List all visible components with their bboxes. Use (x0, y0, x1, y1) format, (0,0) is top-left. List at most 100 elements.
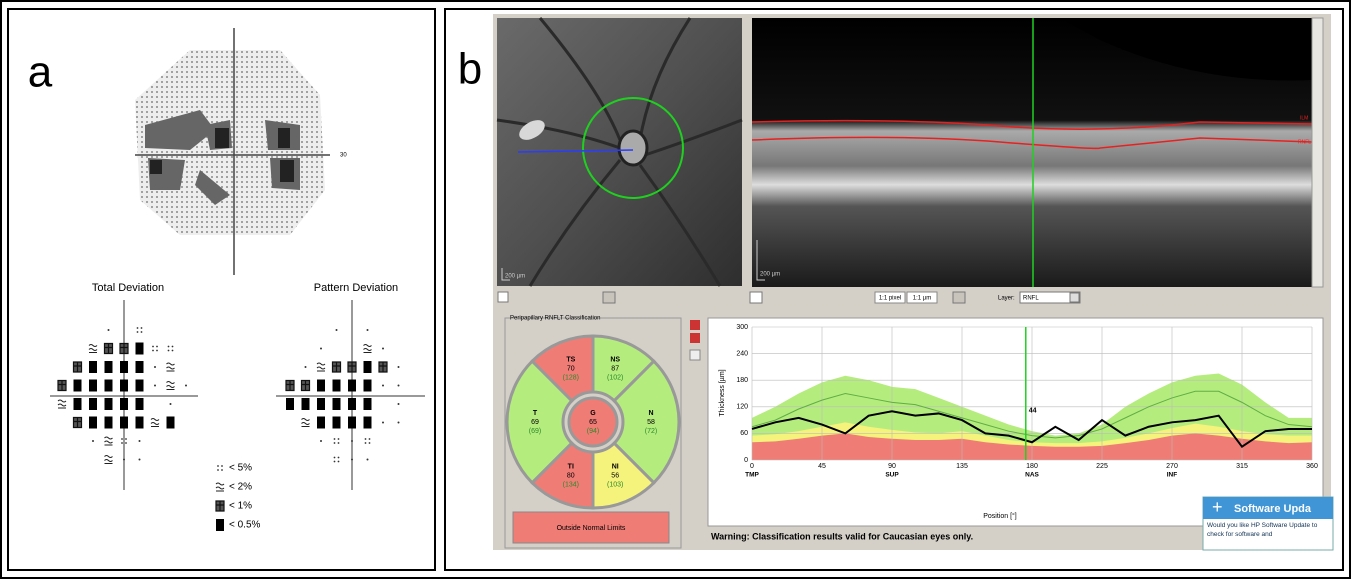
p5-symbol (141, 327, 143, 329)
p05-symbol (348, 380, 356, 392)
p5-symbol (217, 465, 219, 467)
p5-symbol (172, 350, 174, 352)
checkbox[interactable] (498, 292, 508, 302)
dot-symbol (139, 440, 141, 442)
p5-symbol (221, 469, 223, 471)
region-label: TMP (745, 472, 759, 479)
optic-disc (619, 131, 647, 165)
popup-text: Would you like HP Software Update to che… (1207, 521, 1331, 539)
x-tick-label: 225 (1096, 463, 1108, 470)
p5-symbol (168, 350, 170, 352)
legend-label: < 5% (229, 463, 252, 474)
p05-symbol (333, 417, 341, 429)
p05-symbol (348, 417, 356, 429)
p5-symbol (137, 327, 139, 329)
arrow-button[interactable] (690, 333, 700, 343)
p5-symbol (334, 442, 336, 444)
y-tick-label: 240 (736, 350, 748, 357)
dot-symbol (367, 459, 369, 461)
p05-symbol (89, 398, 97, 410)
x-tick-label: 360 (1306, 463, 1318, 470)
y-axis-label: Thickness [µm] (719, 369, 726, 416)
p05-symbol (167, 417, 175, 429)
tool-button[interactable] (690, 350, 700, 360)
arrow-button[interactable] (690, 320, 700, 330)
sector-normal: (69) (529, 428, 541, 435)
p5-symbol (172, 346, 174, 348)
p5-symbol (152, 350, 154, 352)
region-label: NAS (1025, 472, 1039, 479)
dot-symbol (108, 329, 110, 331)
panel-label: b (458, 45, 482, 94)
scrollbar[interactable] (1312, 18, 1323, 287)
p5-symbol (369, 442, 371, 444)
sector-value: 58 (647, 419, 655, 426)
legend-label: < 1% (229, 501, 252, 512)
sector-value: 69 (531, 419, 539, 426)
tool-button[interactable] (750, 292, 762, 303)
legend-label: < 2% (229, 482, 252, 493)
p05-symbol (136, 417, 144, 429)
p5-symbol (141, 331, 143, 333)
p1-symbol (348, 362, 356, 372)
y-tick-label: 180 (736, 377, 748, 384)
dot-symbol (382, 422, 384, 424)
p05-symbol (348, 398, 356, 410)
p05-symbol (74, 398, 82, 410)
p05-symbol (317, 398, 325, 410)
p5-symbol (334, 457, 336, 459)
x-axis-label: Position [°] (983, 512, 1017, 520)
tool-button[interactable] (603, 292, 615, 303)
region-label: INF (1167, 472, 1178, 479)
scale-label: 200 µm (760, 272, 780, 278)
button-label: 1:1 µm (913, 296, 931, 302)
x-tick-label: 315 (1236, 463, 1248, 470)
dot-symbol (398, 385, 400, 387)
x-tick-label: 135 (956, 463, 968, 470)
p5-symbol (334, 461, 336, 463)
x-tick-label: 180 (1026, 463, 1038, 470)
sector-normal: (134) (563, 481, 579, 488)
p05-symbol (89, 380, 97, 392)
p5-symbol (334, 438, 336, 440)
popup-icon: + (1212, 497, 1223, 517)
panel-label: a (28, 48, 53, 97)
p1-symbol (105, 344, 113, 354)
popup-title: Software Upda (1234, 503, 1312, 515)
sector-name: G (590, 410, 596, 417)
sector-normal: (72) (645, 428, 657, 435)
p05-symbol (120, 361, 128, 373)
x-tick-label: 0 (750, 463, 754, 470)
x-tick-label: 45 (818, 463, 826, 470)
layer-label: Layer: (998, 296, 1015, 302)
pattern-deviation-title: Pattern Deviation (314, 282, 398, 294)
y-tick-label: 60 (740, 430, 748, 437)
p5-symbol (121, 442, 123, 444)
region-label: SUP (885, 472, 899, 479)
dot-symbol (398, 422, 400, 424)
sector-normal: (102) (607, 374, 623, 381)
p5-symbol (156, 350, 158, 352)
classification-title: Peripapillary RNFLT Classification (510, 316, 600, 322)
sector-normal: (128) (563, 374, 579, 381)
dot-symbol (398, 403, 400, 405)
panel-b: b 200 µm ILM RNFL 200 µm 1:1 pixel 1:1 µ… (458, 14, 1333, 550)
p5-symbol (338, 457, 340, 459)
dropdown-arrow[interactable] (1070, 293, 1079, 302)
y-tick-label: 300 (736, 324, 748, 331)
p5-symbol (365, 442, 367, 444)
tool-button[interactable] (953, 292, 965, 303)
p1-symbol (333, 362, 341, 372)
p05-symbol (317, 380, 325, 392)
sector-value: 80 (567, 472, 575, 479)
dot-symbol (170, 403, 172, 405)
x-tick-label: 90 (888, 463, 896, 470)
dot-symbol (320, 348, 322, 350)
p05-symbol (136, 361, 144, 373)
warning: Warning: Classification results valid fo… (711, 531, 973, 541)
dot-symbol (351, 459, 353, 461)
classification-wheel: TS70(128)NS87(102)T69(69)G65(94)N58(72)T… (507, 336, 679, 508)
p5-symbol (221, 465, 223, 467)
cursor-value: 44 (1029, 407, 1037, 414)
p5-symbol (121, 438, 123, 440)
